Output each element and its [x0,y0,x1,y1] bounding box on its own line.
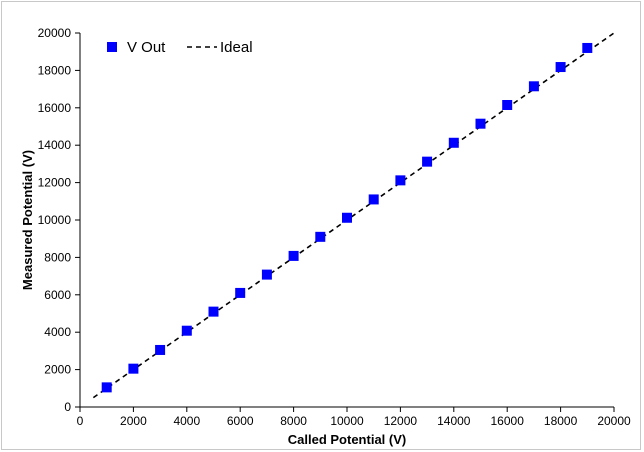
x-tick-label: 6000 [227,414,254,428]
data-point [235,287,246,298]
legend-label-vout: V Out [127,39,166,56]
data-point [448,137,459,148]
legend-label-ideal: Ideal [220,39,253,56]
data-point [555,62,566,73]
plot-layer [92,32,615,399]
y-tick-label: 0 [64,400,71,414]
x-tick-label: 12000 [384,414,418,428]
data-point [502,99,513,110]
scatter-chart: 0 2000 4000 6000 8000 10000 12000 14000 16000 180… [20,26,631,447]
x-tick-label: 2000 [120,414,147,428]
data-point [261,269,272,280]
y-tick-label: 10000 [38,213,72,227]
data-point [315,231,326,242]
y-tick-label: 18000 [38,63,72,77]
y-tick-label: 2000 [44,363,71,377]
x-tick-label: 10000 [330,414,364,428]
y-tick-label: 14000 [38,138,72,152]
y-axis-title: Measured Potential (V) [20,150,35,290]
x-tick-label: 18000 [544,414,578,428]
y-tick-label: 20000 [38,26,72,40]
data-point [101,382,112,393]
data-point [368,194,379,205]
y-tick-label: 4000 [44,325,71,339]
data-point [128,363,139,374]
legend-marker-vout [107,42,117,52]
ideal-line [92,32,615,399]
data-point [422,156,433,167]
data-point [288,250,299,261]
x-tick-label: 8000 [280,414,307,428]
y-tick-label: 12000 [38,176,72,190]
data-point [155,344,166,355]
data-point [528,81,539,92]
data-point [181,325,192,336]
legend: V Out Ideal [107,39,253,56]
data-point [208,306,219,317]
x-tick-label: 0 [77,414,84,428]
data-point [395,175,406,186]
y-tick-label: 8000 [44,250,71,264]
data-point [582,42,593,53]
x-tick-label: 20000 [597,414,631,428]
x-axis-title: Called Potential (V) [288,432,406,447]
data-point [342,212,352,223]
axis-layer: 0 2000 4000 6000 8000 10000 12000 14000 16000 180… [38,26,631,428]
y-tick-label: 6000 [44,288,71,302]
x-tick-label: 16000 [491,414,525,428]
y-tick-label: 16000 [38,101,72,115]
data-point [475,118,486,129]
x-tick-label: 4000 [173,414,200,428]
x-tick-label: 14000 [437,414,471,428]
